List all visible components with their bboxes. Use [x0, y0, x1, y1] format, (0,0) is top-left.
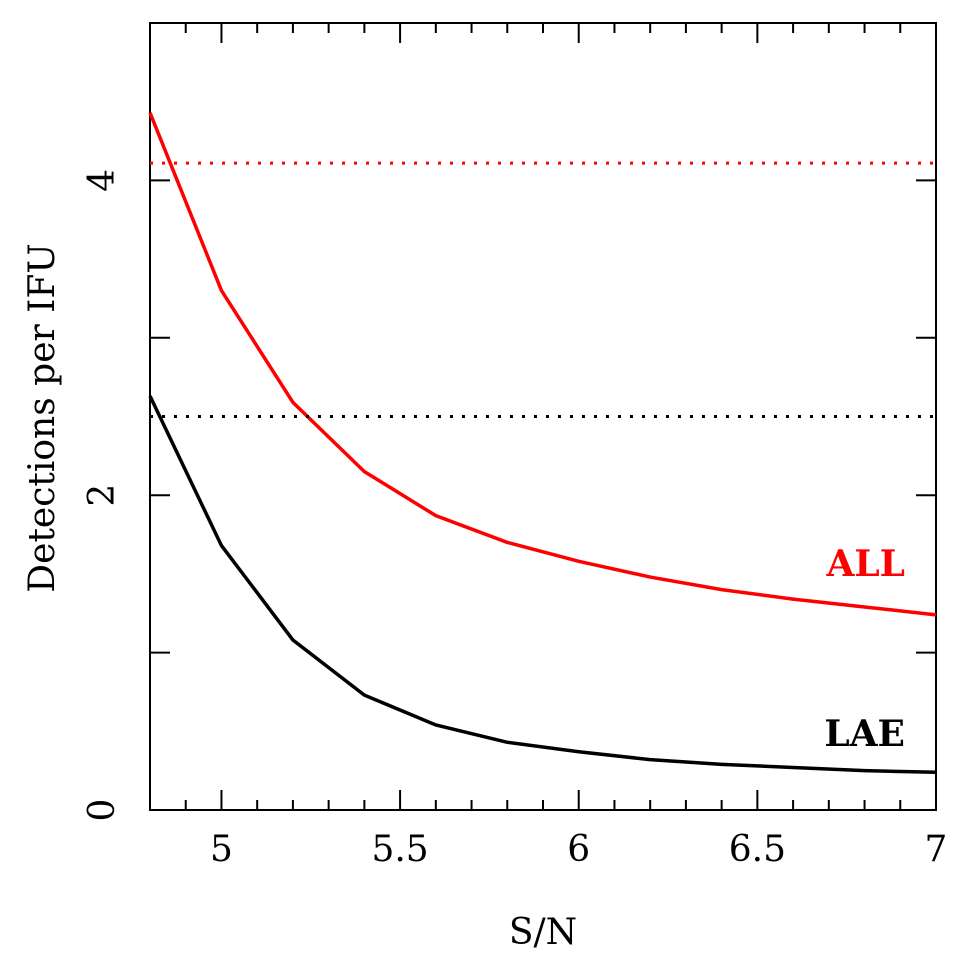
x-axis-label: S/N [509, 912, 577, 953]
x-tick-label: 5.5 [371, 829, 428, 870]
x-tick-label: 6.5 [729, 829, 786, 870]
series-label: LAE [824, 713, 905, 755]
y-axis-label: Detections per IFU [22, 243, 63, 592]
y-tick-label: 4 [82, 169, 123, 192]
y-tick-label: 0 [82, 799, 123, 822]
x-tick-label: 6 [567, 829, 590, 870]
x-tick-label: 7 [925, 829, 948, 870]
x-tick-label: 5 [210, 829, 233, 870]
plot-frame [149, 22, 937, 811]
series-line [148, 395, 937, 774]
series-line [148, 112, 937, 617]
series-label: ALL [825, 543, 905, 585]
y-tick-label: 2 [82, 484, 123, 507]
